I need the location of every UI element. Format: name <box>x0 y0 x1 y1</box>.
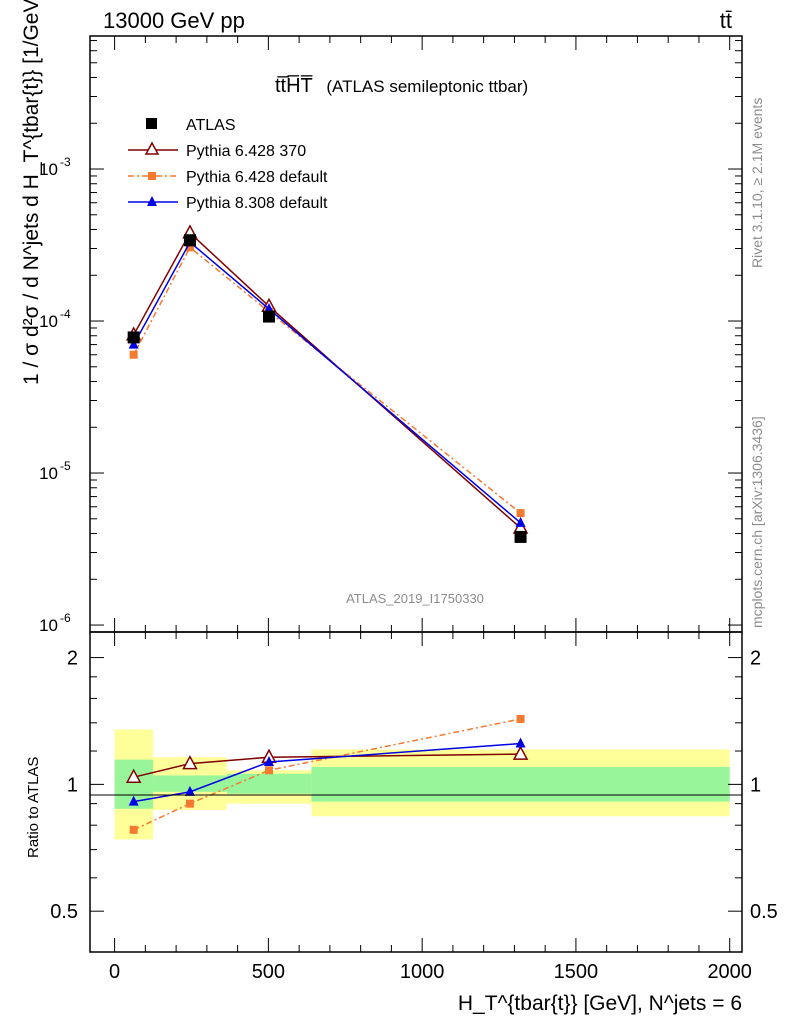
legend-label-atlas: ATLAS <box>186 117 236 134</box>
ratio-line-pythia-6-428-370 <box>133 753 521 778</box>
legend-entry-pythia6-default: Pythia 6.428 default <box>128 169 328 186</box>
data-point-atlas <box>262 310 275 323</box>
ratio-y-tick-label-left: 1 <box>67 774 78 796</box>
plot-title: tt̅H̅T̅ (ATLAS semileptonic ttbar) <box>275 74 528 97</box>
ratio-point-pythia-6-428-370 <box>182 755 198 770</box>
ratio-plot-frame <box>89 631 743 953</box>
data-point-pythia-8-308-default <box>263 302 274 313</box>
x-tick-label: 1000 <box>400 961 445 983</box>
ratio-band-inner <box>226 773 312 794</box>
x-axis-label: H_T^{tbar{t}} [GeV], N^jets = 6 <box>458 992 742 1015</box>
main-series <box>125 224 529 543</box>
data-point-pythia-6-428-default <box>185 243 194 252</box>
ratio-point-pythia-8-308-default <box>184 785 195 796</box>
ratio-band-inner <box>311 766 730 802</box>
legend: ATLAS Pythia 6.428 370 Pythia 6.428 defa… <box>128 117 328 212</box>
x-tick-label: 2000 <box>707 961 752 983</box>
ratio-y-tick-label-right: 1 <box>750 774 761 796</box>
ratio-series <box>125 714 529 834</box>
ratio-point-pythia-8-308-default <box>128 795 139 806</box>
y-axis-label-ratio: Ratio to ATLAS <box>25 757 42 858</box>
data-point-atlas <box>183 234 196 247</box>
ratio-point-pythia-8-308-default <box>515 737 526 748</box>
header-right: tt̄ <box>720 8 732 33</box>
ratio-y-tick-label-left: 0.5 <box>50 901 78 923</box>
legend-marker-pythia6-370 <box>144 141 160 155</box>
rivet-label: Rivet 3.1.10, ≥ 2.1M events <box>749 98 765 268</box>
data-point-pythia-8-308-default <box>128 338 139 349</box>
data-point-pythia-6-428-default <box>129 350 138 359</box>
legend-entry-pythia6-370: Pythia 6.428 370 <box>128 141 306 160</box>
mcplots-label: mcplots.cern.ch [arXiv:1306.3436] <box>749 416 765 628</box>
y-tick-exponent: -6 <box>60 611 71 625</box>
legend-marker-atlas <box>146 118 157 129</box>
legend-entry-pythia8-default: Pythia 8.308 default <box>128 195 328 212</box>
y-tick-label: 10 <box>39 160 58 179</box>
data-point-pythia-8-308-default <box>515 516 526 527</box>
legend-entry-atlas: ATLAS <box>146 117 236 134</box>
y-tick-label: 10 <box>39 616 58 635</box>
y-axis-label-main: 1 / σ d²σ / d N^jets d H_T^{tbar{t}} [1/… <box>20 0 43 385</box>
ratio-point-pythia-6-428-default <box>264 766 273 775</box>
x-axis-ticks: 0 500 1000 1500 2000 <box>109 36 752 983</box>
ratio-point-pythia-6-428-370 <box>125 768 142 783</box>
legend-label-pythia6-370: Pythia 6.428 370 <box>186 143 306 160</box>
plot-title-paren: (ATLAS semileptonic ttbar) <box>326 77 528 96</box>
series-line-pythia-8-308-default <box>133 241 522 524</box>
ratio-line-pythia-6-428-default <box>133 718 521 831</box>
ratio-point-pythia-6-428-default <box>185 799 194 808</box>
x-tick-label: 1500 <box>554 961 599 983</box>
ratio-point-pythia-8-308-default <box>263 756 274 767</box>
ratio-line-pythia-8-308-default <box>133 742 521 803</box>
series-line-pythia-6-428-370 <box>133 231 522 529</box>
data-point-atlas <box>127 331 140 344</box>
series-line-pythia-6-428-default <box>133 246 522 514</box>
y-tick-label: 10 <box>39 312 58 331</box>
ratio-point-pythia-6-428-default <box>129 825 138 834</box>
legend-label-pythia6-default: Pythia 6.428 default <box>186 169 328 186</box>
analysis-watermark: ATLAS_2019_I1750330 <box>346 591 484 606</box>
ratio-y-tick-label-right: 0.5 <box>750 901 778 923</box>
ratio-y-tick-label-left: 2 <box>67 648 78 670</box>
main-axis-ticks: 10-310-410-510-6 <box>39 40 742 635</box>
ratio-point-pythia-6-428-370 <box>512 745 529 760</box>
legend-marker-pythia6-default <box>148 172 156 180</box>
legend-marker-pythia8-default <box>147 196 157 206</box>
x-tick-label: 500 <box>252 961 285 983</box>
ratio-axis-ticks: 2 2 1 1 0.5 0.5 <box>50 648 778 924</box>
header-left: 13000 GeV pp <box>103 8 245 33</box>
ratio-point-pythia-6-428-default <box>516 714 525 723</box>
ratio-bands <box>114 729 730 840</box>
y-tick-exponent: -5 <box>60 459 71 473</box>
data-point-pythia-6-428-default <box>516 509 525 518</box>
y-tick-exponent: -4 <box>60 307 71 321</box>
x-tick-label: 0 <box>109 961 120 983</box>
legend-label-pythia8-default: Pythia 8.308 default <box>186 195 328 212</box>
y-tick-exponent: -3 <box>60 155 71 169</box>
y-tick-label: 10 <box>39 464 58 483</box>
plot-title-main: tt̅H̅T̅ <box>275 74 313 97</box>
ratio-band-inner <box>153 775 227 792</box>
data-point-atlas <box>514 530 527 543</box>
ratio-y-tick-label-right: 2 <box>750 648 761 670</box>
